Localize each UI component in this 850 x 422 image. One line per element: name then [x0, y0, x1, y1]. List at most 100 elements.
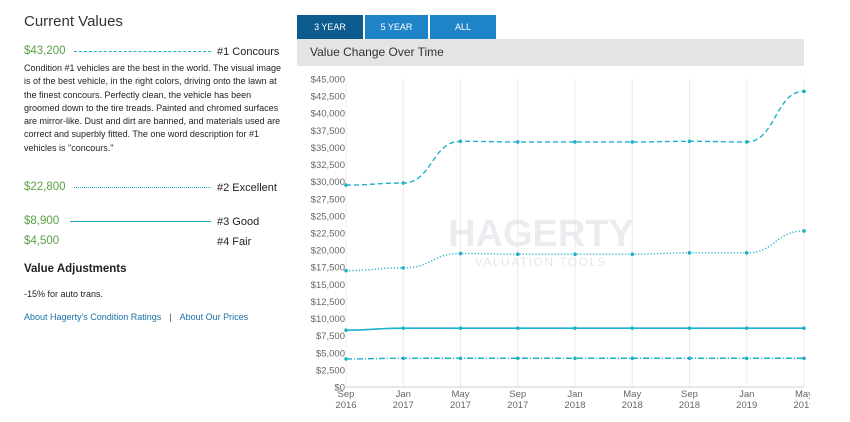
x-tick-label-year: 2017: [393, 400, 414, 411]
data-point: [401, 356, 406, 361]
y-tick-label: $7,500: [316, 331, 345, 342]
x-tick-label-month: Sep: [681, 389, 698, 400]
y-tick-label: $15,000: [311, 280, 345, 291]
x-tick-label-month: Jan: [739, 389, 754, 400]
data-point: [344, 183, 348, 187]
value-adjustments-text: -15% for auto trans.: [24, 289, 104, 299]
series-lines: [344, 89, 806, 361]
condition-price: $8,900: [24, 215, 60, 227]
tab-5-year[interactable]: 5 YEAR: [365, 15, 428, 39]
data-point: [458, 326, 463, 330]
condition-price: $43,200: [24, 45, 66, 57]
data-point: [744, 140, 749, 144]
data-point: [687, 326, 692, 330]
watermark-subtitle: VALUATION TOOLS: [475, 255, 607, 269]
condition-price: $22,800: [24, 181, 66, 193]
y-tick-label: $42,500: [311, 92, 345, 103]
x-tick-label-month: Jan: [567, 389, 582, 400]
x-tick-label-year: 2018: [564, 400, 585, 411]
data-point: [344, 328, 348, 332]
value-adjustments-title: Value Adjustments: [24, 263, 127, 275]
x-tick-label-month: May: [623, 389, 641, 400]
y-tick-label: $5,000: [316, 348, 345, 359]
data-point: [458, 251, 463, 256]
condition-line-dotted: [74, 187, 211, 188]
value-chart: HAGERTY VALUATION TOOLS $0 $2,500 $5,000 $7…: [311, 75, 810, 412]
condition-label: #4 Fair: [217, 236, 252, 248]
data-point: [687, 251, 692, 255]
data-point: [802, 89, 806, 94]
data-point: [515, 356, 520, 361]
footer-links: About Hagerty's Condition Ratings | About …: [24, 312, 248, 322]
x-tick-label-year: 2019: [793, 400, 810, 411]
data-point: [344, 357, 348, 361]
condition-description: Condition #1 vehicles are the best in th…: [24, 63, 281, 153]
our-prices-link[interactable]: About Our Prices: [179, 312, 249, 322]
data-point: [458, 356, 463, 361]
data-point: [573, 252, 577, 257]
y-tick-label: $10,000: [311, 314, 345, 325]
data-point: [573, 326, 577, 330]
y-axis: $0 $2,500 $5,000 $7,500 $10,000 $12,500 $15,00…: [311, 75, 345, 394]
data-point: [802, 229, 806, 233]
data-point: [515, 252, 520, 257]
x-tick-label-year: 2018: [622, 400, 643, 411]
x-tick-label-year: 2019: [736, 400, 757, 411]
y-tick-label: $22,500: [311, 229, 345, 240]
condition-label: #3 Good: [217, 216, 260, 228]
data-point: [744, 326, 749, 330]
x-axis: Sep2016Jan2017May2017Sep2017Jan2018May20…: [335, 389, 810, 411]
data-point: [515, 140, 520, 144]
data-point: [744, 251, 749, 255]
data-point: [630, 140, 635, 144]
condition-label: #1 Concours: [217, 46, 280, 58]
y-tick-label: $0: [334, 383, 345, 394]
x-tick-label-month: Sep: [338, 389, 355, 400]
x-tick-label-month: Jan: [396, 389, 411, 400]
data-point: [630, 326, 635, 330]
x-tick-label-month: Sep: [509, 389, 526, 400]
current-values-title: Current Values: [24, 13, 123, 30]
data-point: [687, 356, 692, 361]
y-tick-label: $30,000: [311, 177, 345, 188]
data-point: [573, 140, 577, 144]
x-tick-label-year: 2017: [450, 400, 471, 411]
y-tick-label: $12,500: [311, 297, 345, 308]
x-tick-label-year: 2016: [335, 400, 356, 411]
grid-lines: [345, 79, 805, 388]
data-point: [401, 266, 406, 270]
x-tick-label-year: 2018: [679, 400, 700, 411]
y-tick-label: $25,000: [311, 211, 345, 222]
data-point: [744, 356, 749, 361]
x-tick-label-month: May: [795, 389, 810, 400]
data-point: [687, 139, 692, 144]
condition-line-dashed: [74, 51, 211, 52]
y-tick-label: $20,000: [311, 246, 345, 257]
tab-all[interactable]: ALL: [430, 15, 496, 39]
data-point: [344, 268, 348, 273]
data-point: [630, 252, 635, 257]
data-point: [630, 356, 635, 361]
y-tick-label: $2,500: [316, 365, 345, 376]
watermark-title: HAGERTY: [448, 213, 634, 255]
y-tick-label: $40,000: [311, 109, 345, 120]
data-point: [401, 326, 406, 330]
link-separator: |: [169, 312, 172, 322]
condition-price: $4,500: [24, 235, 60, 247]
data-point: [515, 326, 520, 330]
data-point: [401, 181, 406, 185]
x-tick-label-month: May: [452, 389, 470, 400]
y-tick-label: $45,000: [311, 75, 345, 86]
condition-line-solid: [70, 221, 211, 222]
y-tick-label: $35,000: [311, 143, 345, 154]
data-point: [573, 356, 577, 361]
chart-header: Value Change Over Time: [297, 39, 804, 66]
y-tick-label: $17,500: [311, 263, 345, 274]
data-point: [802, 356, 806, 361]
condition-label: #2 Excellent: [217, 182, 277, 194]
y-tick-label: $37,500: [311, 126, 345, 137]
data-point: [458, 139, 463, 144]
condition-ratings-link[interactable]: About Hagerty's Condition Ratings: [24, 312, 162, 322]
data-point: [802, 326, 806, 330]
tab-3-year[interactable]: 3 YEAR: [297, 15, 363, 39]
